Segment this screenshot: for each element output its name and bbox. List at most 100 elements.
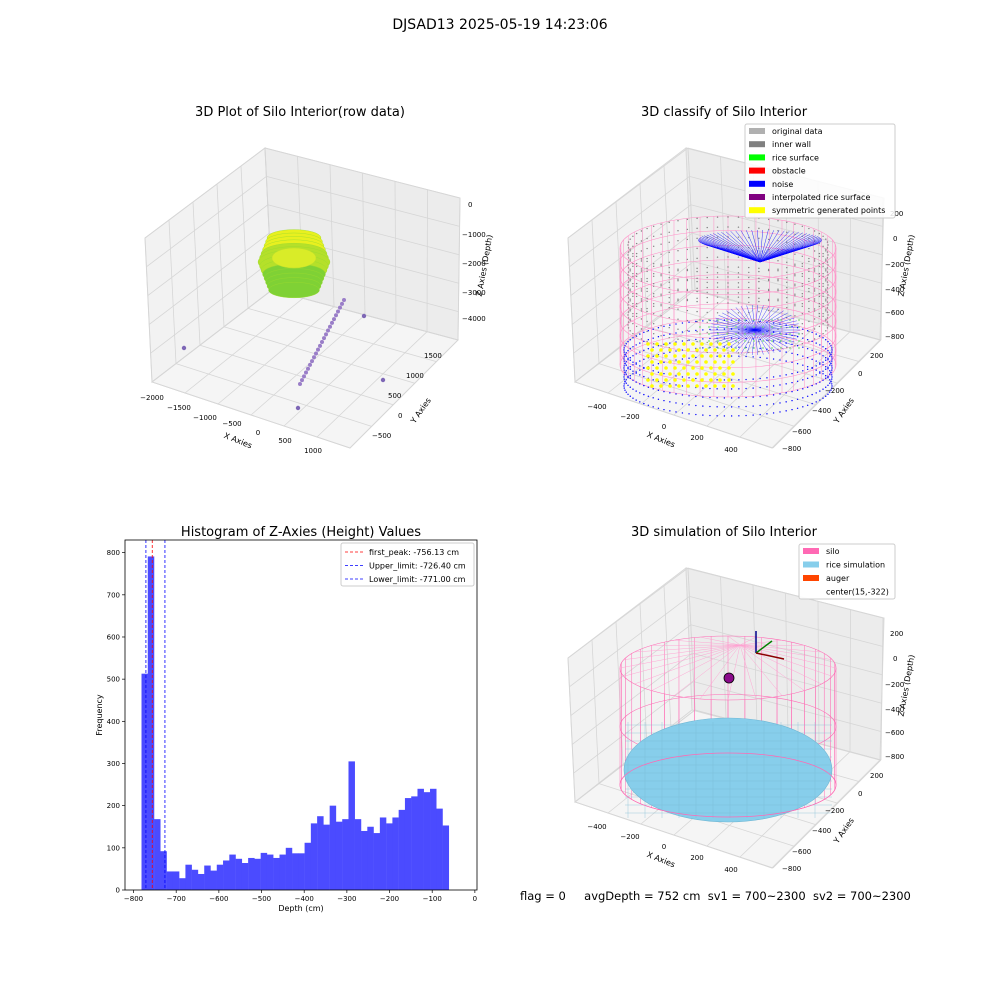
- wall-point: [767, 248, 770, 251]
- x-tick-label: −200: [380, 895, 399, 903]
- data-point: [312, 355, 316, 360]
- noise-point: [825, 375, 827, 377]
- noise-point: [830, 389, 832, 391]
- wall-point: [758, 350, 760, 353]
- wall-point: [737, 286, 740, 288]
- noise-point: [827, 377, 829, 379]
- wall-point: [632, 245, 634, 248]
- wall-point: [660, 303, 662, 305]
- noise-point: [730, 397, 733, 399]
- noise-point: [716, 388, 718, 390]
- noise-point: [831, 367, 833, 369]
- silo-line: [619, 644, 741, 669]
- noise-point: [632, 364, 634, 366]
- wall-point: [737, 256, 740, 258]
- wall-point: [822, 272, 824, 275]
- noise-point: [829, 370, 831, 372]
- noise-point: [825, 359, 827, 361]
- noise-line: [706, 234, 761, 263]
- noise-point: [623, 349, 625, 351]
- noise-line: [754, 306, 770, 331]
- noise-line: [740, 230, 761, 263]
- grid-line: [772, 759, 882, 869]
- noise-point: [623, 376, 625, 378]
- noise-point: [702, 396, 704, 398]
- wall-point: [777, 270, 779, 272]
- histogram-bar: [147, 556, 155, 890]
- z-axis-ticks: 200 0 −200 −400 −600 −800: [885, 210, 904, 341]
- noise-point: [681, 358, 684, 360]
- wall-point: [826, 291, 829, 293]
- wall-point: [822, 265, 824, 268]
- noise-point: [752, 378, 754, 380]
- noise-point: [806, 339, 809, 341]
- noise-line: [718, 315, 756, 331]
- wall-point: [652, 235, 655, 237]
- x-axis-ticks: −2000 −1500 −1000 −500 0 500 1000: [140, 394, 322, 455]
- wall-point: [818, 325, 821, 328]
- noise-point: [652, 406, 654, 408]
- wall-point: [716, 352, 719, 354]
- generated-point: [682, 378, 686, 382]
- noise-point: [811, 393, 813, 396]
- noise-point: [635, 344, 637, 346]
- wall-point: [794, 283, 796, 285]
- wall-point: [827, 304, 829, 306]
- rice-point: [726, 319, 728, 321]
- wall-point: [635, 255, 638, 258]
- rice-point: [744, 333, 746, 335]
- y-tick-label: 0: [858, 370, 862, 378]
- wall-point: [777, 300, 779, 302]
- histogram-bar: [204, 865, 211, 890]
- wall-point: [627, 254, 629, 256]
- noise-point: [723, 415, 726, 417]
- noise-point: [819, 371, 821, 373]
- wall-point: [818, 275, 821, 278]
- rice-point: [780, 340, 782, 342]
- wall-point: [660, 305, 662, 307]
- y-tick-label: −200: [825, 387, 844, 395]
- noise-point: [831, 349, 833, 351]
- noise-point: [657, 363, 660, 365]
- wall-point: [646, 267, 648, 270]
- noise-point: [730, 328, 733, 330]
- wall-point: [627, 257, 630, 259]
- auger-marker: [723, 672, 735, 684]
- data-point: [300, 378, 304, 383]
- noise-line: [740, 329, 756, 354]
- noise-line: [735, 307, 756, 331]
- noise-point: [802, 379, 804, 381]
- noise-point: [785, 360, 787, 362]
- wall-point: [627, 277, 630, 279]
- wall-point: [696, 300, 698, 303]
- noise-point: [669, 333, 671, 335]
- z-tick-label: −800: [885, 333, 904, 341]
- classified-point-cloud: [619, 215, 837, 417]
- noise-point: [831, 376, 833, 378]
- rice-point: [798, 347, 800, 349]
- wall-point: [786, 291, 788, 294]
- x-tick-label: 0: [662, 423, 666, 431]
- legend-label: first_peak: -756.13 cm: [369, 548, 459, 557]
- noise-line: [754, 329, 764, 355]
- wall-point: [818, 262, 821, 265]
- x-axis-ticks: −400 −200 0 200 400: [587, 823, 737, 874]
- noise-point: [629, 339, 631, 341]
- wall-point: [813, 290, 816, 292]
- noise-point: [624, 345, 626, 347]
- generated-point: [695, 348, 699, 352]
- wall-point: [677, 268, 679, 270]
- noise-line: [704, 235, 761, 263]
- wall-point: [727, 332, 729, 334]
- grid-line: [663, 585, 672, 729]
- noise-point: [779, 332, 781, 334]
- wall-point: [668, 336, 670, 339]
- wall-point: [813, 298, 816, 300]
- grid-line: [192, 201, 201, 346]
- noise-point: [625, 361, 627, 363]
- noise-point: [632, 373, 634, 375]
- wall-point: [627, 287, 630, 289]
- grid-line: [329, 164, 335, 307]
- wall-point: [822, 305, 824, 308]
- histogram-bar: [273, 857, 280, 890]
